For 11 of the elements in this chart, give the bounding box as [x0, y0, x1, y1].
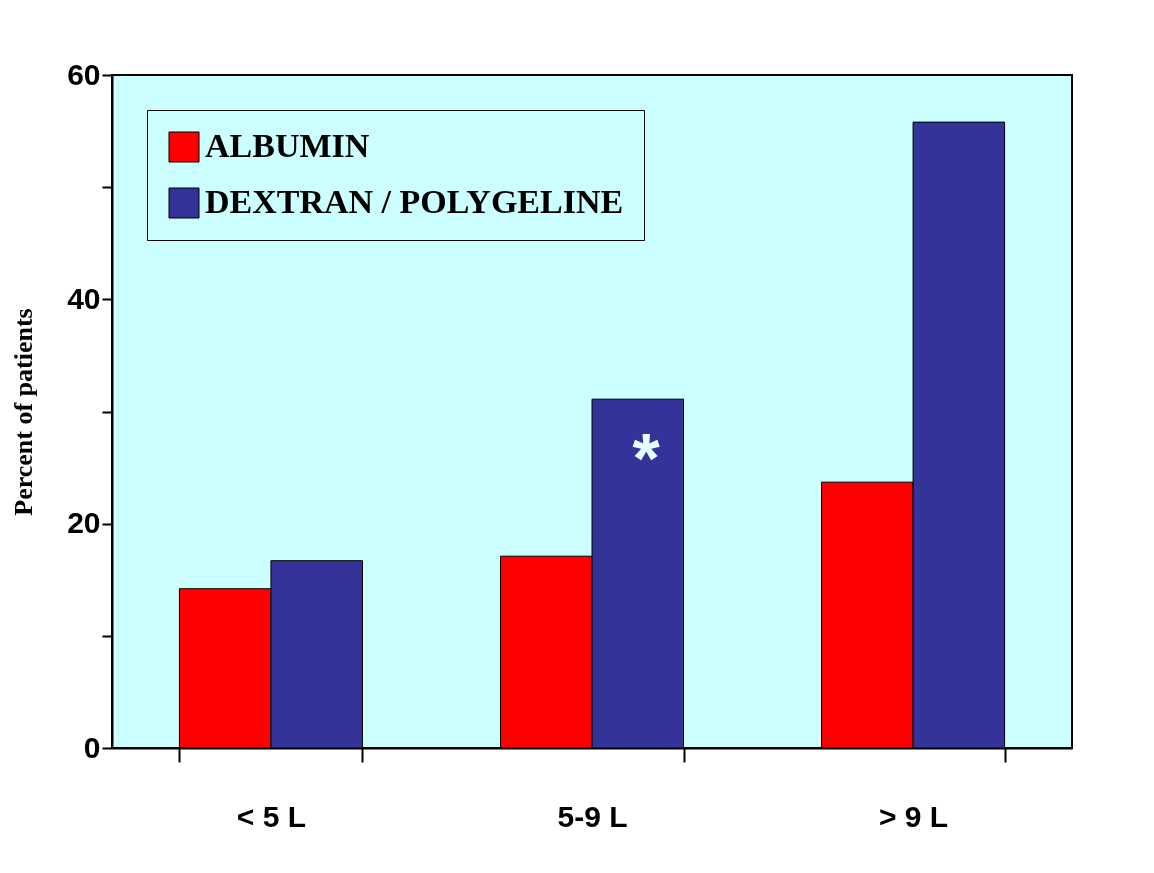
- legend-label: DEXTRAN / POLYGELINE: [205, 183, 624, 220]
- x-tick-label: < 5 L: [236, 799, 307, 833]
- y-tick-label: 60: [67, 57, 101, 91]
- x-tick-label: 5-9 L: [557, 799, 628, 833]
- y-tick-label: 0: [83, 730, 101, 764]
- annotation: *: [632, 419, 661, 498]
- y-tick-label: 40: [67, 281, 101, 315]
- legend-label: ALBUMIN: [205, 127, 370, 164]
- y-axis-title: Percent of patients: [9, 308, 39, 516]
- x-tick-label: > 9 L: [878, 799, 949, 833]
- y-tick-label: 20: [67, 506, 101, 540]
